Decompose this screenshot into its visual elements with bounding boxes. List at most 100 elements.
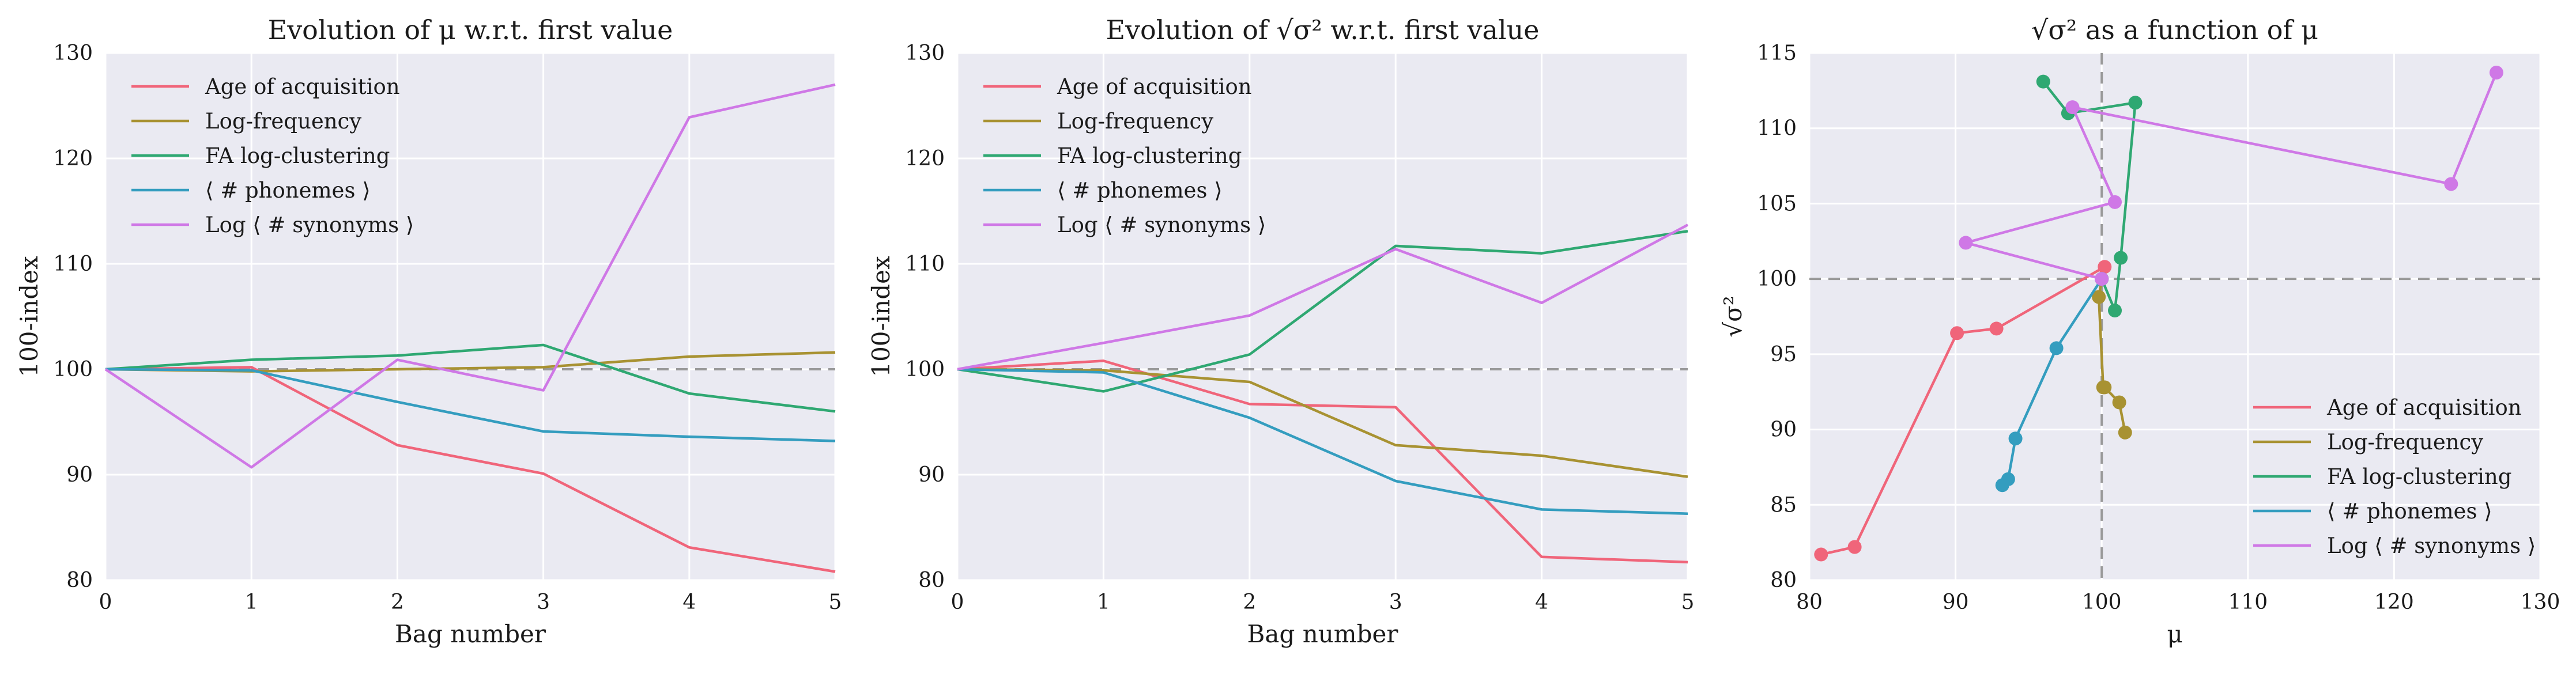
legend: Age of acquisition Log-frequency FA log-cl…	[131, 74, 414, 237]
plot-area	[1809, 53, 2540, 580]
data-point	[2049, 341, 2064, 355]
legend-label: ⟨ # phonemes ⟩	[2327, 499, 2492, 524]
data-point	[2098, 380, 2112, 395]
data-point	[2112, 395, 2126, 410]
data-point	[2108, 195, 2122, 209]
legend-label: Log ⟨ # synonyms ⟩	[1057, 213, 1266, 237]
y-tick-label: 95	[1770, 343, 1797, 366]
x-tick-label: 120	[2374, 590, 2414, 614]
legend-label: Age of acquisition	[205, 74, 400, 99]
chart-1: 0 1 2 3 4 5 80 90 100 110 120 130 Evolution of μ w.r…	[15, 14, 842, 648]
y-tick-label: 90	[918, 463, 945, 487]
series-line	[957, 224, 1689, 371]
x-tick-label: 90	[1943, 590, 1969, 614]
x-tick-label: 80	[1796, 590, 1823, 614]
y-tick-label: 120	[905, 147, 945, 171]
x-tick-label: 2	[391, 590, 404, 614]
data-point	[2036, 74, 2050, 89]
x-tick-label: 100	[2082, 590, 2122, 614]
data-point	[1995, 478, 2009, 493]
x-tick-label: 4	[1535, 590, 1548, 614]
legend-label: ⟨ # phonemes ⟩	[205, 178, 371, 203]
legend-label: Log ⟨ # synonyms ⟩	[2327, 533, 2536, 558]
data-point	[2095, 272, 2109, 286]
x-axis-label: Bag number	[1247, 620, 1399, 648]
chart-title: √σ² as a function of μ	[2031, 14, 2318, 46]
series-line	[957, 359, 1688, 564]
plot-area	[105, 53, 835, 580]
x-tick-label: 5	[829, 590, 842, 614]
x-axis-label: μ	[2167, 620, 2182, 648]
x-tick-label: 0	[951, 590, 964, 614]
data-point	[2098, 260, 2112, 274]
legend-label: FA log-clustering	[205, 143, 390, 168]
chart-3: 80 90 100 110 120 130 80 85 90 95 100 105 110 115 √σ² …	[1719, 14, 2560, 648]
data-point	[2114, 251, 2128, 265]
y-tick-label: 110	[1757, 117, 1797, 141]
series-line	[105, 343, 836, 413]
legend-label: FA log-clustering	[1057, 143, 1242, 168]
legend-label: Age of acquisition	[1057, 74, 1252, 99]
x-tick-label: 130	[2521, 590, 2560, 614]
legend-label: Log-frequency	[1057, 109, 1213, 134]
legend: Age of acquisition Log-frequency FA log-cl…	[2253, 395, 2536, 558]
x-tick-label: 2	[1243, 590, 1256, 614]
y-tick-label: 80	[918, 569, 945, 592]
series-line	[104, 83, 836, 469]
y-tick-label: 90	[1770, 418, 1797, 442]
y-tick-label: 120	[53, 147, 93, 171]
legend: Age of acquisition Log-frequency FA log-cl…	[983, 74, 1266, 237]
y-tick-label: 100	[905, 358, 945, 381]
y-tick-label: 110	[53, 252, 93, 276]
y-tick-label: 130	[905, 41, 945, 65]
data-point	[2008, 431, 2023, 446]
y-axis-label: 100-index	[15, 256, 43, 377]
data-point	[1814, 547, 1828, 562]
chart-title: Evolution of √σ² w.r.t. first value	[1106, 14, 1539, 46]
legend-label: Log ⟨ # synonyms ⟩	[205, 213, 414, 237]
x-tick-label: 0	[99, 590, 112, 614]
y-tick-label: 80	[1770, 569, 1797, 592]
data-point	[2065, 100, 2080, 115]
y-tick-label: 80	[66, 569, 93, 592]
series-line	[957, 368, 1688, 478]
data-point	[1989, 321, 2004, 336]
y-tick-label: 90	[66, 463, 93, 487]
data-point	[2108, 304, 2122, 318]
x-tick-label: 4	[682, 590, 696, 614]
y-axis-label: √σ²	[1719, 296, 1747, 337]
x-tick-label: 3	[1389, 590, 1402, 614]
data-point	[2489, 65, 2503, 79]
data-point	[2444, 177, 2458, 191]
y-tick-label: 115	[1757, 41, 1797, 65]
legend-label: Log-frequency	[205, 109, 361, 134]
y-tick-label: 110	[905, 252, 945, 276]
legend-label: FA log-clustering	[2327, 464, 2511, 489]
series-line	[957, 368, 1688, 515]
data-point	[1847, 540, 1862, 554]
data-point	[2118, 425, 2132, 440]
legend-label: ⟨ # phonemes ⟩	[1057, 178, 1223, 203]
plot-area	[957, 53, 1688, 580]
y-tick-label: 85	[1770, 493, 1797, 517]
data-point	[2128, 96, 2143, 110]
y-tick-label: 100	[1757, 267, 1797, 291]
series-line	[957, 230, 1688, 393]
x-axis-label: Bag number	[395, 620, 546, 648]
y-tick-label: 130	[53, 41, 93, 65]
x-tick-label: 3	[537, 590, 550, 614]
chart-2: 0 1 2 3 4 5 80 90 100 110 120 130 Evolution of √σ² w…	[867, 14, 1694, 648]
series-line	[105, 366, 836, 573]
x-tick-label: 110	[2228, 590, 2268, 614]
y-axis-label: 100-index	[867, 256, 895, 377]
chart-title: Evolution of μ w.r.t. first value	[268, 14, 673, 46]
legend-label: Age of acquisition	[2326, 395, 2522, 420]
y-tick-label: 100	[53, 358, 93, 381]
data-point	[1959, 236, 1973, 250]
data-point	[1950, 326, 1964, 340]
x-tick-label: 5	[1681, 590, 1695, 614]
legend-label: Log-frequency	[2327, 430, 2483, 455]
x-tick-label: 1	[245, 590, 258, 614]
series-line	[105, 368, 836, 442]
